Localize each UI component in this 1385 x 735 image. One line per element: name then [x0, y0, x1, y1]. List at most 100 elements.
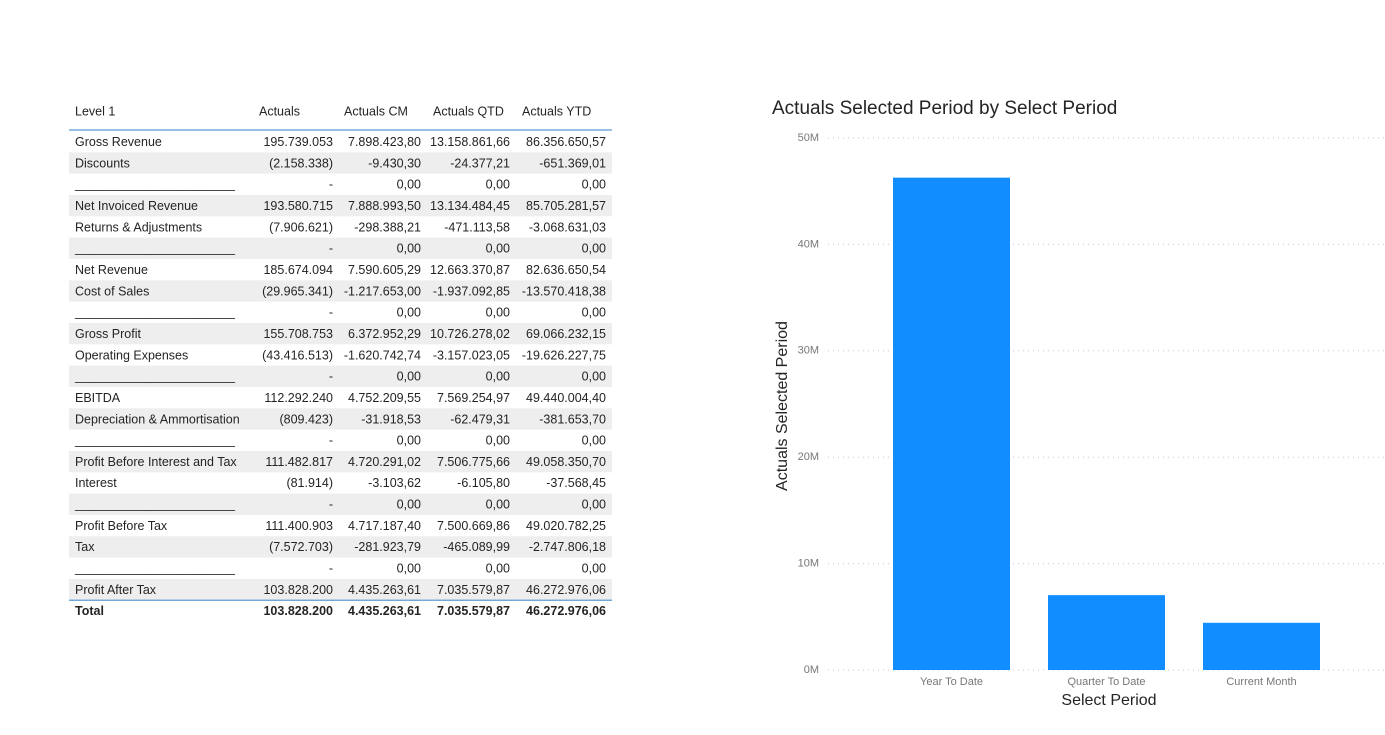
y-tick-label: 30M — [798, 345, 819, 357]
table-cell: 111.482.817 — [265, 455, 333, 469]
table-cell: 0,00 — [397, 370, 421, 384]
table-cell: 4.720.291,02 — [348, 455, 421, 469]
total-cell: 7.035.579,87 — [437, 604, 510, 618]
table-cell: 7.569.254,97 — [437, 391, 510, 405]
table-cell: -1.217.653,00 — [344, 284, 421, 298]
column-header: Level 1 — [75, 104, 115, 118]
row-band — [69, 237, 612, 259]
table-cell: Gross Profit — [75, 327, 142, 341]
table-cell: Net Invoiced Revenue — [75, 199, 198, 213]
x-axis-title: Select Period — [1061, 692, 1156, 709]
table-cell: 7.888.993,50 — [348, 199, 421, 213]
table-cell: 0,00 — [582, 242, 606, 256]
table-cell: 7.506.775,66 — [437, 455, 510, 469]
table-cell: 195.739.053 — [263, 135, 333, 149]
table-cell: 112.292.240 — [264, 391, 333, 405]
table-cell: 12.663.370,87 — [430, 263, 510, 277]
table-cell: 10.726.278,02 — [430, 327, 510, 341]
y-tick-label: 20M — [798, 451, 819, 463]
table-cell: 0,00 — [582, 498, 606, 512]
y-tick-label: 50M — [798, 132, 819, 144]
table-cell: 0,00 — [397, 306, 421, 320]
y-tick-label: 10M — [798, 558, 819, 570]
table-cell: -3.157.023,05 — [433, 348, 510, 362]
table-cell: Depreciation & Ammortisation — [75, 412, 240, 426]
y-axis-title: Actuals Selected Period — [774, 321, 791, 491]
table-cell: 0,00 — [397, 498, 421, 512]
table-cell: 7.898.423,80 — [348, 135, 421, 149]
x-tick-label: Year To Date — [920, 676, 983, 688]
table-cell: -9.430,30 — [368, 156, 421, 170]
table-cell: 46.272.976,06 — [526, 583, 606, 597]
table-cell: 7.035.579,87 — [437, 583, 510, 597]
row-band — [69, 152, 612, 174]
total-cell: 46.272.976,06 — [526, 604, 606, 618]
table-cell: Operating Expenses — [75, 348, 188, 362]
y-tick-label: 40M — [798, 238, 819, 250]
table-cell: 4.435.263,61 — [348, 583, 421, 597]
table-cell: _______________________ — [74, 498, 236, 512]
table-cell: Discounts — [75, 156, 130, 170]
chart-title: Actuals Selected Period by Select Period — [772, 98, 1117, 119]
table-cell: Profit After Tax — [75, 583, 157, 597]
table-cell: _______________________ — [74, 370, 236, 384]
table-cell: 0,00 — [486, 434, 510, 448]
column-header: Actuals YTD — [522, 104, 591, 118]
table-cell: - — [329, 370, 333, 384]
table-cell: _______________________ — [74, 434, 236, 448]
table-cell: - — [329, 242, 333, 256]
table-cell: -381.653,70 — [539, 412, 606, 426]
table-cell: 7.500.669,86 — [437, 519, 510, 533]
table-cell: 69.066.232,15 — [526, 327, 606, 341]
table-cell: 49.020.782,25 — [526, 519, 606, 533]
total-cell: 103.828.200 — [263, 604, 333, 618]
column-header: Actuals — [259, 104, 300, 118]
table-cell: 103.828.200 — [263, 583, 333, 597]
table-cell: _______________________ — [74, 306, 236, 320]
table-cell: 0,00 — [397, 562, 421, 576]
table-cell: 4.717.187,40 — [348, 519, 421, 533]
table-cell: -62.479,31 — [450, 412, 510, 426]
table-cell: 193.580.715 — [263, 199, 333, 213]
table-cell: Gross Revenue — [75, 135, 162, 149]
y-tick-label: 0M — [804, 664, 819, 676]
table-cell: -24.377,21 — [450, 156, 510, 170]
bar — [1203, 622, 1320, 670]
bar — [893, 177, 1010, 671]
table-cell: 0,00 — [486, 562, 510, 576]
table-cell: _______________________ — [74, 178, 236, 192]
row-band — [69, 322, 612, 345]
table-cell: _______________________ — [74, 562, 236, 576]
table-cell: 0,00 — [582, 562, 606, 576]
table-cell: -3.103,62 — [368, 476, 421, 490]
table-cell: - — [329, 562, 333, 576]
table-cell: - — [329, 178, 333, 192]
total-cell: Total — [75, 604, 104, 618]
table-cell: 82.636.650,54 — [526, 263, 606, 277]
row-band — [69, 365, 612, 387]
table-cell: (809.423) — [279, 412, 333, 426]
table-cell: 0,00 — [397, 178, 421, 192]
table-cell: -31.918,53 — [361, 412, 421, 426]
table-cell: (7.572.703) — [269, 540, 333, 554]
table-cell: -19.626.227,75 — [522, 348, 606, 362]
table-cell: Tax — [75, 540, 95, 554]
x-tick-label: Quarter To Date — [1067, 676, 1145, 688]
table-cell: 7.590.605,29 — [348, 263, 421, 277]
table-cell: -6.105,80 — [457, 476, 510, 490]
total-cell: 4.435.263,61 — [348, 604, 421, 618]
table-cell: - — [329, 498, 333, 512]
table-cell: 49.058.350,70 — [526, 455, 606, 469]
table-cell: 111.400.903 — [265, 519, 333, 533]
table-cell: 185.674.094 — [263, 263, 333, 277]
table-cell: -3.068.631,03 — [529, 220, 606, 234]
table-cell: -471.113,58 — [444, 220, 510, 234]
row-band — [69, 536, 612, 558]
table-cell: EBITDA — [75, 391, 121, 405]
column-header: Actuals CM — [344, 104, 408, 118]
table-cell: (29.965.341) — [262, 284, 333, 298]
table-cell: 0,00 — [486, 178, 510, 192]
table-cell: (43.416.513) — [262, 348, 333, 362]
table-cell: -2.747.806,18 — [529, 540, 606, 554]
